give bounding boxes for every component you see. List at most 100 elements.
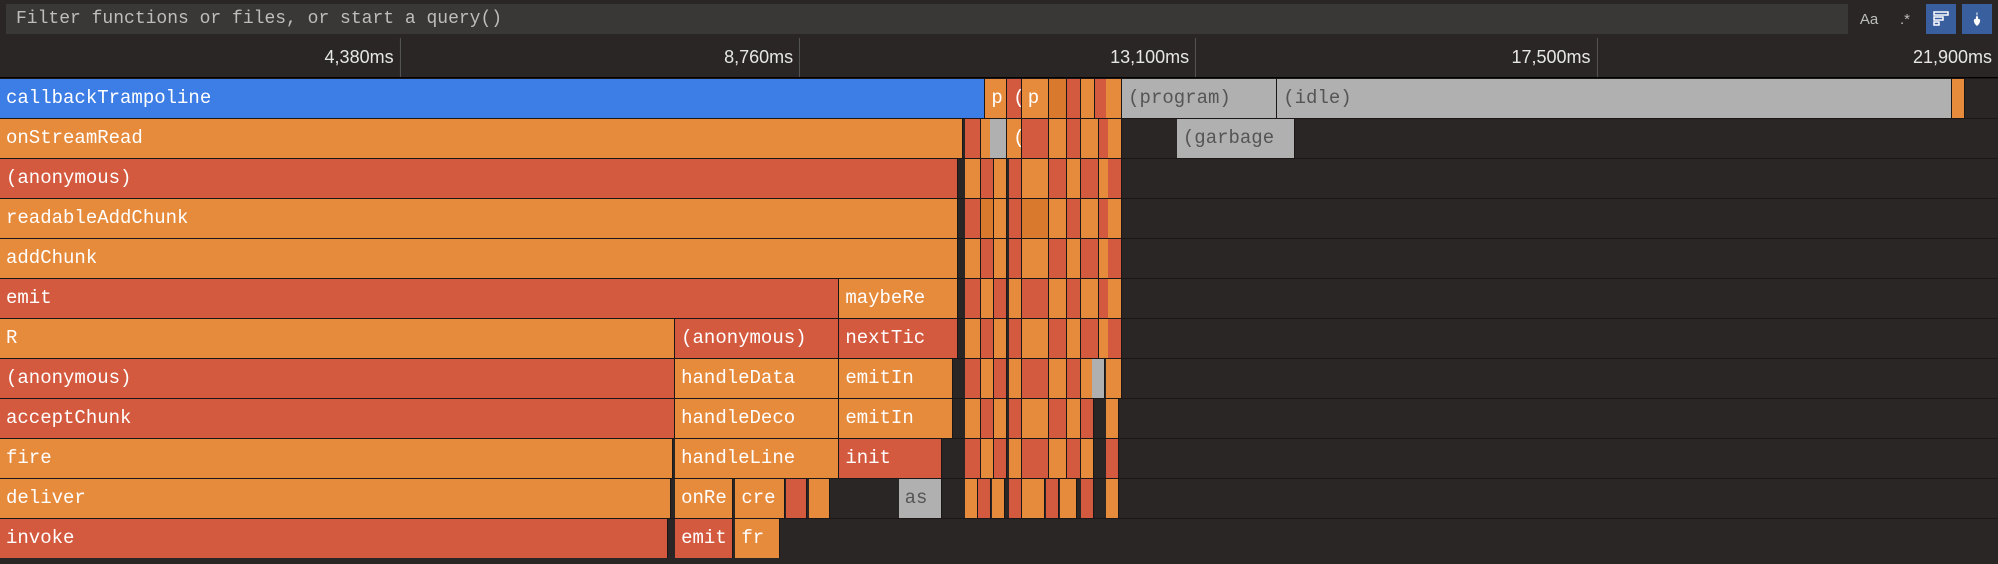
flame-frame[interactable]: [1046, 479, 1059, 518]
flame-frame[interactable]: [1009, 359, 1022, 398]
flame-frame[interactable]: [1067, 239, 1081, 278]
flame-frame[interactable]: fr: [735, 519, 780, 558]
flame-frame[interactable]: p: [985, 79, 1007, 118]
flame-frame[interactable]: [1067, 359, 1081, 398]
flame-frame[interactable]: [1022, 119, 1049, 158]
flame-frame[interactable]: [1108, 319, 1122, 358]
flame-frame[interactable]: [1081, 119, 1099, 158]
flame-frame[interactable]: [990, 119, 1007, 158]
flame-chart[interactable]: callbackTrampolinep(p(program)(idle)onSt…: [0, 78, 1998, 558]
flame-frame[interactable]: [1081, 399, 1094, 438]
flame-frame[interactable]: fire: [0, 439, 673, 478]
flame-frame[interactable]: [1067, 79, 1081, 118]
flame-frame[interactable]: init: [839, 439, 941, 478]
flame-frame[interactable]: [1067, 279, 1081, 318]
flame-frame[interactable]: [1049, 199, 1067, 238]
flame-frame[interactable]: [1022, 439, 1049, 478]
flame-frame[interactable]: [965, 439, 981, 478]
flame-frame[interactable]: [1081, 479, 1094, 518]
flame-frame[interactable]: [981, 439, 995, 478]
flame-frame[interactable]: [1049, 79, 1067, 118]
flame-frame[interactable]: emit: [675, 519, 733, 558]
flame-frame[interactable]: [981, 159, 995, 198]
flame-frame[interactable]: [1081, 319, 1099, 358]
flame-frame[interactable]: [981, 359, 995, 398]
flame-frame[interactable]: [965, 159, 981, 198]
flame-frame[interactable]: [1022, 319, 1049, 358]
flame-frame[interactable]: [965, 359, 981, 398]
flame-frame[interactable]: [965, 479, 978, 518]
flame-frame[interactable]: [994, 199, 1007, 238]
flame-frame[interactable]: [992, 479, 1005, 518]
flame-frame[interactable]: [1049, 319, 1067, 358]
flame-frame[interactable]: [1049, 239, 1067, 278]
flame-frame[interactable]: [1067, 119, 1081, 158]
flame-frame[interactable]: [981, 399, 995, 438]
flame-frame[interactable]: [1081, 199, 1099, 238]
flame-frame[interactable]: [1049, 439, 1067, 478]
flame-frame[interactable]: [1009, 479, 1022, 518]
flame-frame[interactable]: [1049, 399, 1067, 438]
flame-frame[interactable]: onStreamRead: [0, 119, 963, 158]
flame-frame[interactable]: [1081, 239, 1099, 278]
flame-frame[interactable]: [786, 479, 807, 518]
flame-frame[interactable]: handleData: [675, 359, 839, 398]
flame-frame[interactable]: [1009, 319, 1022, 358]
flame-frame[interactable]: [1067, 319, 1081, 358]
flame-frame[interactable]: [1081, 279, 1099, 318]
flame-frame[interactable]: (: [1007, 119, 1022, 158]
flame-frame[interactable]: [965, 399, 981, 438]
flame-frame[interactable]: [965, 119, 981, 158]
flame-frame[interactable]: maybeRe: [839, 279, 958, 318]
flame-frame[interactable]: [994, 359, 1007, 398]
flame-frame[interactable]: [994, 319, 1007, 358]
flame-frame[interactable]: [1022, 479, 1045, 518]
flame-frame[interactable]: [1022, 359, 1049, 398]
flame-frame[interactable]: [1106, 399, 1119, 438]
flame-frame[interactable]: [1049, 279, 1067, 318]
filter-input[interactable]: [6, 4, 1848, 34]
flame-frame[interactable]: p: [1022, 79, 1049, 118]
flame-frame[interactable]: [1049, 359, 1067, 398]
flame-frame[interactable]: [1009, 399, 1022, 438]
flame-view-button[interactable]: [1962, 4, 1992, 34]
flame-frame[interactable]: [1009, 239, 1022, 278]
flame-frame[interactable]: [1081, 79, 1095, 118]
flame-frame[interactable]: [994, 159, 1007, 198]
flame-frame[interactable]: R: [0, 319, 675, 358]
flame-frame[interactable]: [1060, 479, 1076, 518]
flame-frame[interactable]: [1049, 119, 1067, 158]
flame-frame[interactable]: [965, 319, 981, 358]
flame-frame[interactable]: [965, 199, 981, 238]
flame-frame[interactable]: handleDeco: [675, 399, 839, 438]
flame-frame[interactable]: emitIn: [839, 399, 953, 438]
flame-frame[interactable]: emitIn: [839, 359, 953, 398]
flame-frame[interactable]: [978, 479, 991, 518]
flame-frame[interactable]: [981, 279, 995, 318]
flame-frame[interactable]: acceptChunk: [0, 399, 675, 438]
flame-frame[interactable]: [965, 239, 981, 278]
flame-frame[interactable]: (anonymous): [675, 319, 839, 358]
flame-frame[interactable]: [1067, 439, 1081, 478]
flame-frame[interactable]: [1067, 159, 1081, 198]
time-ruler[interactable]: 4,380ms8,760ms13,100ms17,500ms21,900ms: [0, 38, 1998, 78]
flame-frame[interactable]: [1009, 439, 1022, 478]
flame-frame[interactable]: [994, 439, 1007, 478]
flame-frame[interactable]: [1049, 159, 1067, 198]
flame-frame[interactable]: deliver: [0, 479, 671, 518]
match-case-button[interactable]: Aa: [1854, 4, 1884, 34]
flame-frame[interactable]: [1108, 159, 1122, 198]
flame-frame[interactable]: [981, 319, 995, 358]
flame-frame[interactable]: (program): [1122, 79, 1277, 118]
flame-frame[interactable]: [994, 279, 1007, 318]
flame-frame[interactable]: as: [899, 479, 942, 518]
flame-frame[interactable]: [1108, 199, 1122, 238]
flame-frame[interactable]: [1067, 199, 1081, 238]
flame-frame[interactable]: [1108, 119, 1122, 158]
flame-frame[interactable]: [1952, 79, 1965, 118]
flame-frame[interactable]: [1106, 479, 1119, 518]
flame-frame[interactable]: [1022, 279, 1049, 318]
flame-frame[interactable]: [981, 199, 995, 238]
flame-frame[interactable]: (anonymous): [0, 359, 675, 398]
flame-frame[interactable]: addChunk: [0, 239, 958, 278]
